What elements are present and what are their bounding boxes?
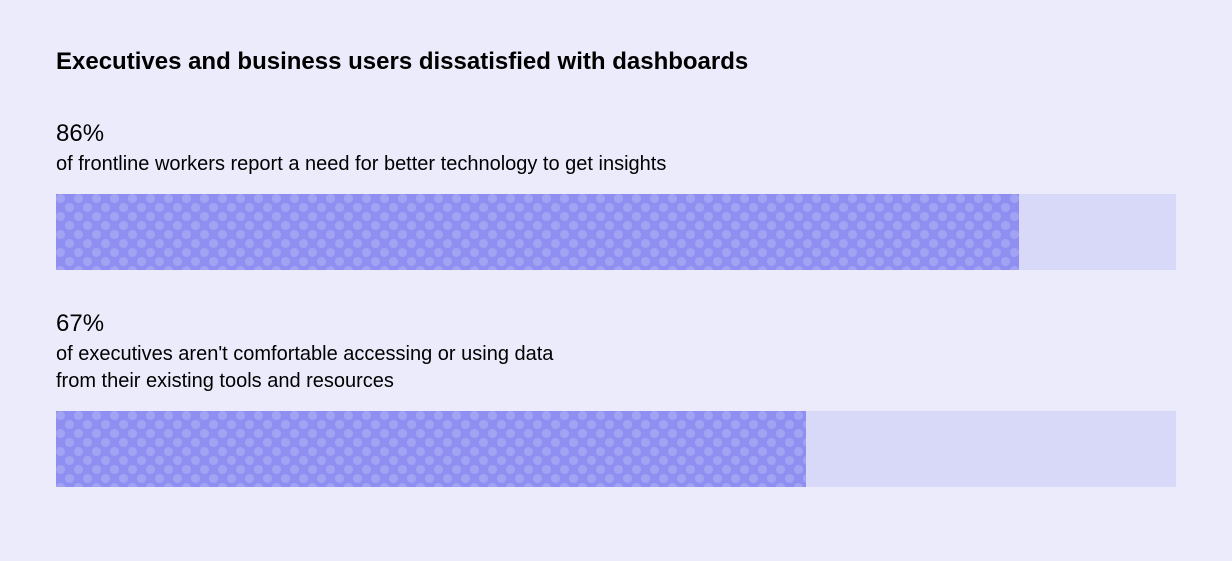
- metric-description: of executives aren't comfortable accessi…: [56, 341, 1176, 395]
- metric-value: 67%: [56, 310, 1176, 339]
- metric-row: 67% of executives aren't comfortable acc…: [56, 310, 1176, 487]
- bar-track: [56, 411, 1176, 487]
- bar-fill: [56, 411, 806, 487]
- metric-value: 86%: [56, 120, 1176, 149]
- metric-row: 86% of frontline workers report a need f…: [56, 120, 1176, 270]
- bar-track: [56, 194, 1176, 270]
- chart-title: Executives and business users dissatisfi…: [56, 48, 1176, 76]
- bar-fill: [56, 194, 1019, 270]
- metric-description: of frontline workers report a need for b…: [56, 151, 1176, 178]
